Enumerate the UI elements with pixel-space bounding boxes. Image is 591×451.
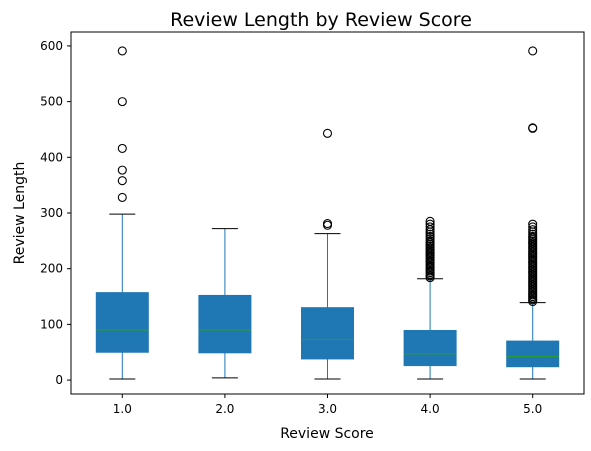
outlier-point — [528, 229, 538, 239]
box-group-4.0 — [403, 216, 457, 380]
outlier-point — [425, 236, 435, 246]
box-group-1.0 — [95, 46, 149, 380]
outlier-point — [117, 97, 127, 107]
x-axis-title: Review Score — [280, 426, 374, 442]
x-tick-label: 1.0 — [113, 402, 132, 416]
y-tick-label: 500 — [40, 95, 63, 109]
outlier-point — [117, 165, 127, 175]
x-tick-label: 5.0 — [523, 402, 542, 416]
outlier-point — [322, 219, 333, 229]
chart-title: Review Length by Review Score — [170, 9, 472, 31]
box — [403, 330, 457, 367]
plot-content — [95, 46, 560, 380]
outlier-point — [117, 143, 127, 153]
x-axis: 1.0 2.0 3.0 4.0 5.0 — [113, 394, 542, 416]
outlier-point — [425, 219, 435, 229]
y-tick-label: 400 — [40, 150, 63, 164]
y-axis-title: Review Length — [12, 162, 28, 265]
outlier-point — [425, 222, 435, 232]
box — [506, 340, 560, 368]
outlier-point — [117, 176, 127, 186]
outlier-point — [425, 229, 435, 239]
x-tick-label: 2.0 — [215, 402, 234, 416]
outlier-point — [425, 234, 435, 244]
y-tick-label: 300 — [40, 206, 63, 220]
y-tick-label: 0 — [55, 373, 63, 387]
box — [198, 294, 252, 354]
y-tick-label: 100 — [40, 317, 63, 331]
x-tick-label: 4.0 — [421, 402, 440, 416]
outlier-point — [528, 219, 538, 229]
y-tick-label: 600 — [40, 39, 63, 53]
outlier-point — [528, 222, 538, 232]
box-group-5.0 — [506, 46, 560, 380]
outlier-point — [322, 128, 333, 138]
outlier-point — [425, 231, 435, 241]
x-tick-label: 3.0 — [318, 402, 337, 416]
outlier-point — [528, 46, 538, 56]
outlier-point — [425, 216, 435, 226]
box — [95, 292, 149, 353]
y-tick-label: 200 — [40, 262, 63, 276]
outlier-point — [117, 46, 127, 56]
outlier-point — [528, 123, 538, 133]
outlier-point — [117, 192, 127, 202]
outlier-point — [528, 225, 538, 235]
box-group-3.0 — [301, 128, 354, 380]
box-group-2.0 — [198, 228, 252, 379]
y-axis: 0 100 200 300 400 500 600 — [40, 39, 71, 387]
box — [301, 307, 354, 360]
outlier-point — [528, 231, 538, 241]
